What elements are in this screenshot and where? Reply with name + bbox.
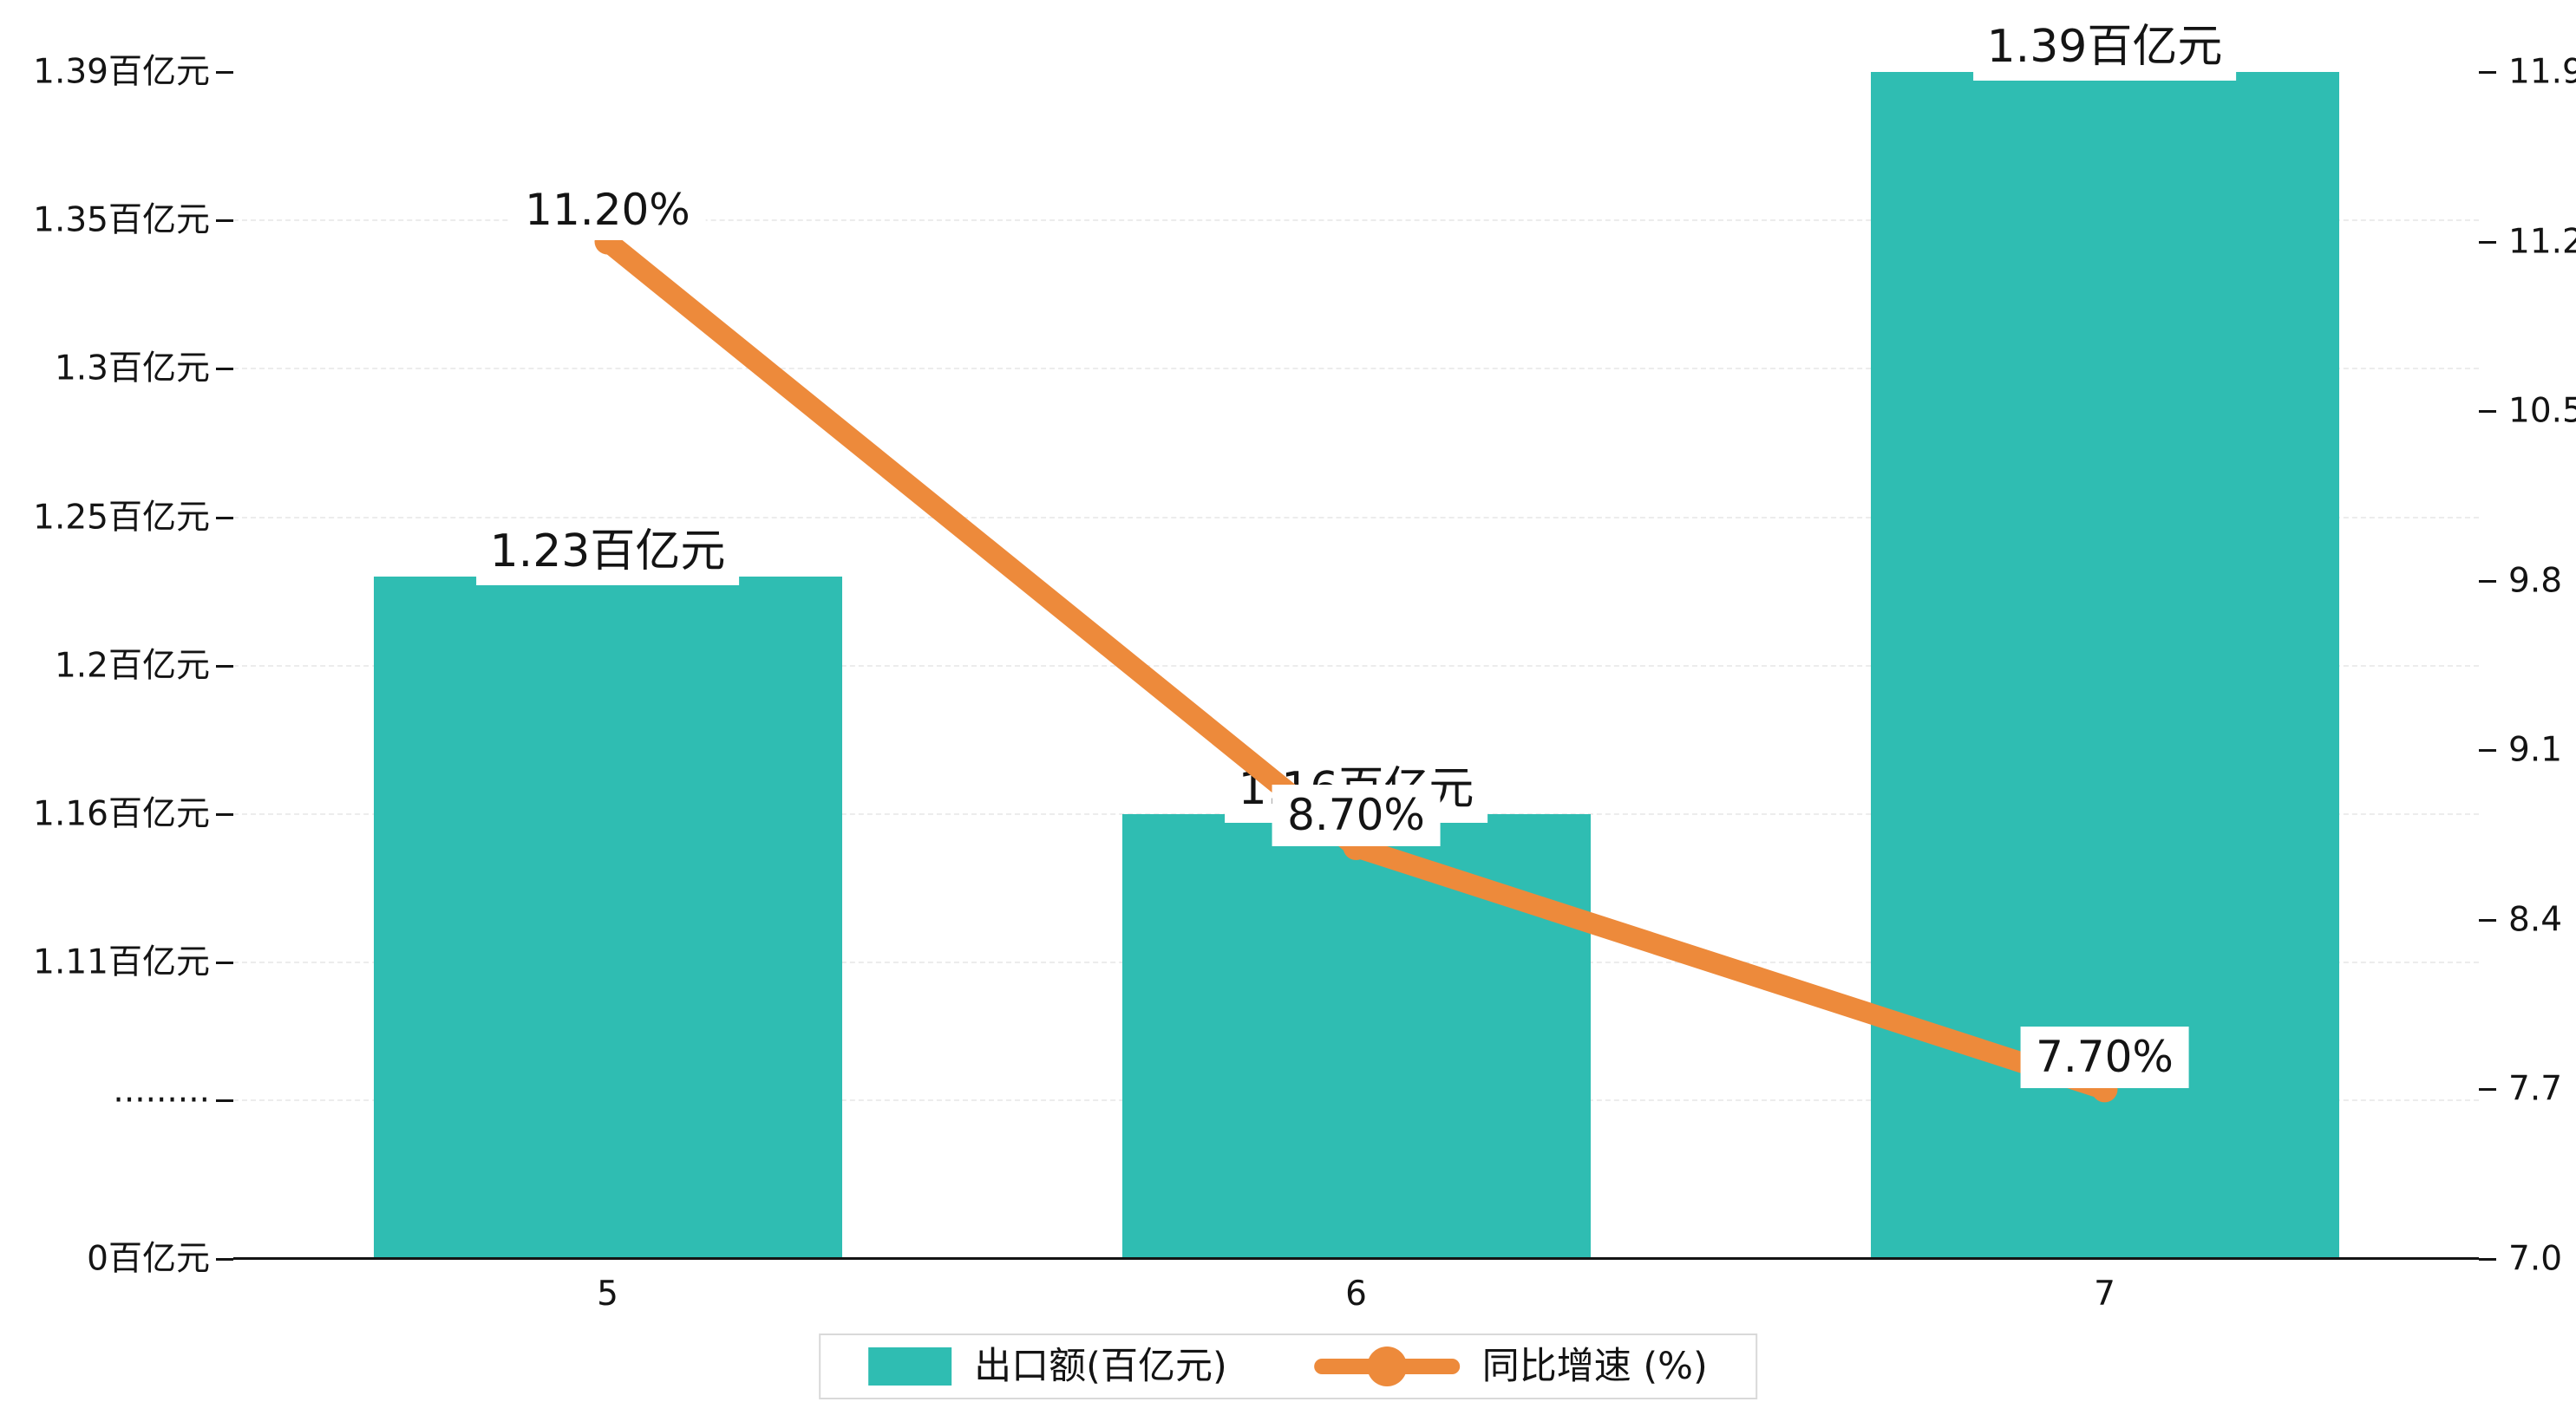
right-axis-tick (2479, 71, 2496, 74)
left-axis-tick (216, 516, 233, 519)
right-axis-tick (2479, 749, 2496, 753)
right-axis-tick (2479, 240, 2496, 244)
right-axis-tick (2479, 1258, 2496, 1261)
growth-value-label: 7.70% (2020, 1027, 2189, 1088)
left-axis-tick (216, 1258, 233, 1261)
export-bar (373, 576, 842, 1259)
gridline (233, 516, 2479, 518)
right-axis-label: 9.1 (2508, 730, 2563, 770)
x-axis-line (233, 1257, 2479, 1260)
left-axis-tick (216, 219, 233, 223)
legend-line-swatch (1313, 1347, 1460, 1386)
right-axis-label: 11.2 (2508, 222, 2576, 262)
gridline (233, 368, 2479, 370)
bar-value-label: 1.23百亿元 (475, 518, 740, 585)
left-axis-tick (216, 812, 233, 816)
left-axis-label: 1.39百亿元 (33, 52, 210, 92)
right-axis-label: 11.9 (2508, 52, 2576, 92)
legend-line-dot-icon (1366, 1347, 1407, 1386)
right-axis-tick (2479, 918, 2496, 922)
left-axis-label: 1.25百亿元 (33, 498, 210, 537)
right-axis-label: 8.4 (2508, 900, 2563, 940)
legend-item-export[interactable]: 出口额(百亿元) (868, 1347, 1227, 1386)
gridline (233, 219, 2479, 222)
x-axis-label: 5 (597, 1275, 618, 1314)
right-axis-tick (2479, 1088, 2496, 1092)
right-axis-label: 9.8 (2508, 561, 2563, 601)
gridline (233, 664, 2479, 667)
right-axis-label: 7.7 (2508, 1069, 2563, 1109)
x-axis-label: 7 (2094, 1275, 2115, 1314)
right-axis-label: 10.5 (2508, 391, 2576, 431)
right-axis-tick (2479, 579, 2496, 583)
bar-value-label: 1.39百亿元 (1972, 14, 2237, 81)
legend-bar-swatch (868, 1347, 952, 1386)
left-axis-label: 1.16百亿元 (33, 794, 210, 834)
left-axis-tick (216, 71, 233, 74)
right-axis-label: 7.0 (2508, 1239, 2563, 1279)
x-axis-label: 6 (1345, 1275, 1367, 1314)
left-axis-tick (216, 1099, 233, 1102)
left-axis-label: 1.3百亿元 (54, 349, 210, 388)
legend-label-export: 出口额(百亿元) (974, 1344, 1227, 1388)
left-axis-tick (216, 664, 233, 668)
growth-value-label: 11.20% (509, 179, 706, 241)
left-axis-label: ········· (113, 1080, 210, 1120)
legend: 出口额(百亿元) 同比增速 (%) (819, 1333, 1757, 1399)
left-axis-tick (216, 962, 233, 964)
legend-item-growth[interactable]: 同比增速 (%) (1313, 1344, 1708, 1388)
left-axis-label: 0百亿元 (87, 1239, 210, 1279)
left-axis-label: 1.11百亿元 (33, 942, 210, 982)
legend-label-growth: 同比增速 (%) (1481, 1344, 1708, 1388)
right-axis-tick (2479, 410, 2496, 414)
growth-value-label: 8.70% (1272, 785, 1441, 846)
left-axis-label: 1.35百亿元 (33, 200, 210, 240)
left-axis-label: 1.2百亿元 (54, 646, 210, 686)
left-axis-tick (216, 368, 233, 371)
